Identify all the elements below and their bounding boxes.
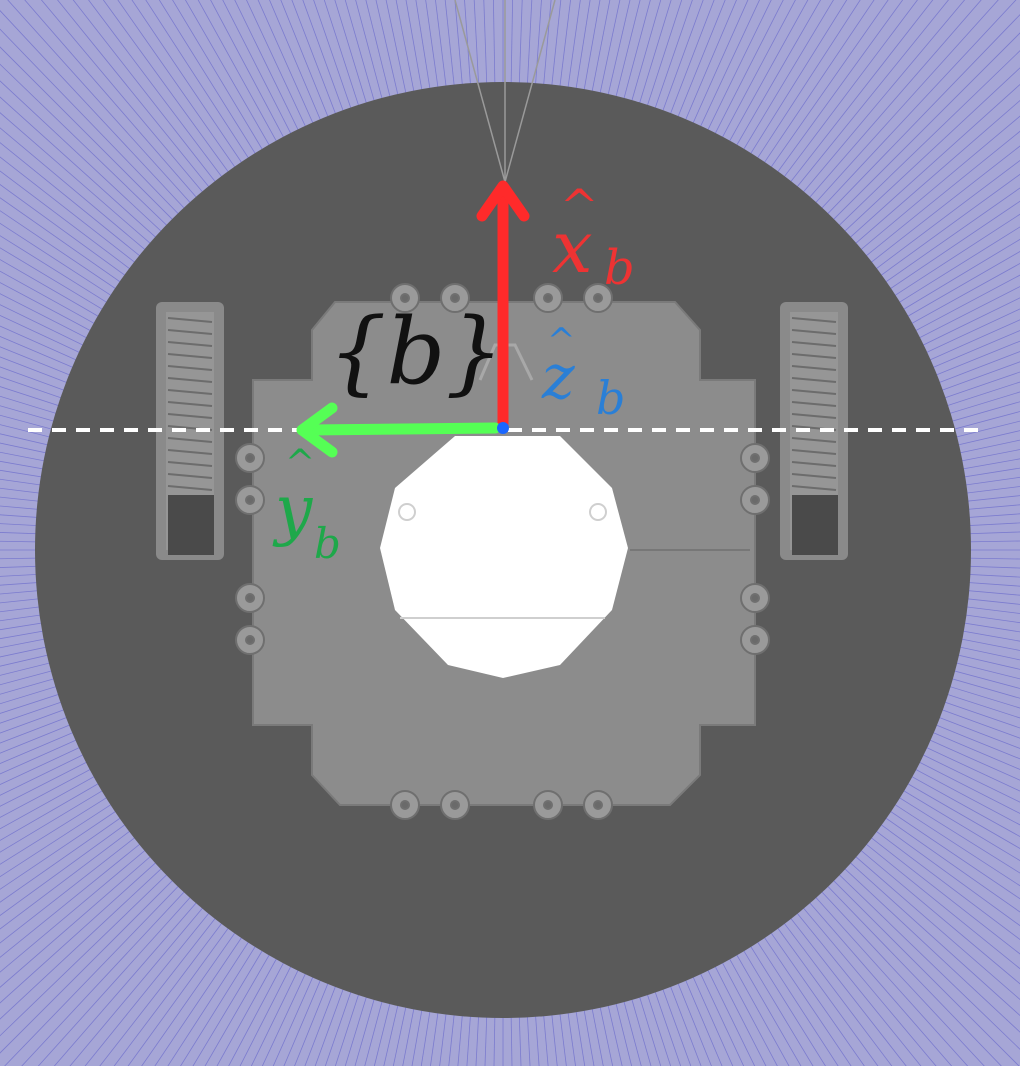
right-wheel <box>780 302 848 560</box>
y-axis-letter: y <box>272 471 313 548</box>
z-axis-subscript: b <box>596 371 625 425</box>
z-axis-letter: z <box>541 340 575 413</box>
y-axis-subscript: b <box>314 519 341 568</box>
left-wheel <box>156 302 224 560</box>
x-axis-letter: x <box>552 205 593 289</box>
x-axis-subscript: b <box>604 240 635 296</box>
origin-dot <box>497 422 509 434</box>
frame-label: {b} <box>328 298 504 405</box>
